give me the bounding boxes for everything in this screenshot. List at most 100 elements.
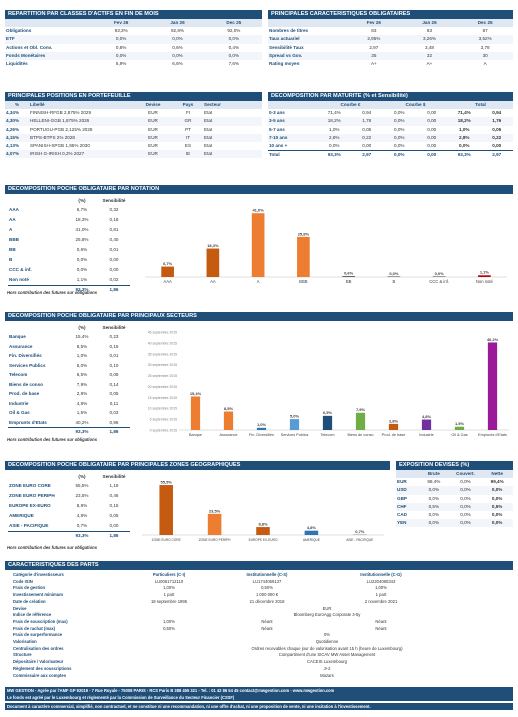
parts-value: 1 part <box>163 592 175 598</box>
position-row: 4,30% HELLENI-GGB 1,875% 2026 EUR GR Etat <box>5 117 262 126</box>
parts-key: Structure <box>13 652 32 658</box>
position-row: 4,07% IRISH G-IRISH 0,2% 2027 EUR IE Etat <box>5 150 262 159</box>
data-label: 2,8% <box>389 418 399 423</box>
col-header: Dec 25 <box>457 19 513 28</box>
devises-row: YEN 0,0% 0,0% 0,0% <box>396 519 513 528</box>
row-pct: 15,4% <box>75 334 89 340</box>
cell-value: 99,4% <box>427 479 441 485</box>
row-sens: 0,02 <box>109 277 119 283</box>
parts-value: EUR <box>322 605 332 611</box>
category-label: Oil & Gas <box>451 433 467 437</box>
category-label: A <box>257 279 260 284</box>
data-label: 40,2% <box>487 337 499 342</box>
row-pct: 2,8% <box>76 391 88 397</box>
cell-value: 92,0% <box>227 28 241 34</box>
cell-value: 0,00 <box>427 126 437 132</box>
row-label: GBP <box>397 495 407 501</box>
secteurs-row: Fin. Diversifiés 1,0% 0,01 <box>8 351 130 361</box>
repartition-row: Actions et Obl. Conv. 0,8% 0,6% 0,4% <box>5 44 262 52</box>
bar <box>223 411 234 430</box>
y-tick-label: 15 septembre 2015 <box>148 396 177 400</box>
parts-value: 0,50% <box>261 585 273 591</box>
row-pct: 6,5% <box>76 372 88 378</box>
position-pct: 4,30% <box>5 117 29 126</box>
row-sens: 0,00 <box>109 267 119 273</box>
bar <box>388 423 399 430</box>
row-pct: 4,8% <box>76 400 88 406</box>
row-label: CAD <box>397 512 407 518</box>
cell-value: 0,0% <box>481 486 513 495</box>
col-header: Brute <box>418 470 450 479</box>
row-label: Total <box>268 149 318 159</box>
data-label: 55,5% <box>161 479 173 484</box>
parts-row: Date de création 18 septembre 1995 21 déce… <box>13 599 513 604</box>
position-devise: EUR <box>148 126 158 132</box>
parts-key: Commissaire aux comptes <box>13 672 67 678</box>
row-label: YEN <box>396 519 418 528</box>
col-header <box>5 19 93 28</box>
secteurs-table: (%) Sensibilité Banque 15,4% 0,23 Assurance 8,… <box>8 324 130 437</box>
cell-value: 93,3% <box>448 149 481 159</box>
maturite-title: DECOMPOSITION PAR MATURITE (% et Sensibi… <box>268 92 513 101</box>
parts-key: Devise <box>13 605 27 611</box>
notation-chart: 6,7% AAA 18,3% AA 41,0% A 25,8% BBB 0,6% BB 0,0% B 0… <box>145 208 507 284</box>
parts-value: Mazars <box>320 672 334 678</box>
cell-value: 3,26% <box>401 35 458 44</box>
y-tick-label: 40 septembre 2015 <box>148 341 177 345</box>
zones-title: DECOMPOSITION POCHE OBLIGATAIRE PAR PRIN… <box>5 461 390 470</box>
row-sens: 0,05 <box>109 391 119 397</box>
header-row: (%) Sensibilité <box>8 324 130 332</box>
y-tick-label: 30 septembre 2015 <box>148 363 177 367</box>
row-pct: 4,8% <box>76 513 88 519</box>
parts-value: 1 000 000 € <box>255 592 279 598</box>
row-sens: 0,08 <box>109 372 119 378</box>
row-pct: 0,0% <box>76 257 88 263</box>
bar <box>159 485 173 535</box>
caracteristiques-oblig-panel: PRINCIPALES CARACTERISTIQUES OBLIGATAIRE… <box>268 10 513 68</box>
data-label: 25,8% <box>298 231 310 236</box>
col-header <box>268 101 318 110</box>
data-label: 23,5% <box>209 508 221 513</box>
row-label: EUROPE EX-EURO <box>9 503 51 509</box>
cell-value: 93,3% <box>318 149 351 159</box>
row-pct: 23,5% <box>75 493 89 499</box>
col-header: Total <box>448 101 513 110</box>
cell-value: 1,76 <box>480 117 513 126</box>
maturite-table: Courbe € Courbe $ Total 0-3 ans 71,4% 0,94… <box>268 101 513 159</box>
row-pct: 0,0% <box>76 267 88 273</box>
notation-row: BB 0,6% 0,01 <box>8 245 130 255</box>
footer-line-2: Le fonds est agréé par le Luxembourg et … <box>5 694 513 701</box>
position-devise: EUR <box>133 117 173 126</box>
zones-note: Hors contribution des futures sur obliga… <box>7 545 98 550</box>
parts-value: Ordres recevables chaque jour de valoris… <box>251 645 403 651</box>
row-label: AA <box>9 217 16 223</box>
cell-value: 0,0% <box>394 142 405 148</box>
row-label: AMERIQUE <box>9 513 34 519</box>
parts-key: Valorisation <box>13 639 37 644</box>
position-secteur: Etat <box>203 150 262 159</box>
position-libelle: BTPS-BTPS 2% 2028 <box>29 133 133 142</box>
repartition-row: ETF 0,0% 0,0% 0,0% <box>5 35 262 44</box>
y-tick-label: 10 septembre 2015 <box>148 407 177 411</box>
notation-note: Hors contribution des futures sur obliga… <box>7 290 98 295</box>
position-row: 4,34% FINNISH-RFGB 2,875% 2029 EUR FI Etat <box>5 109 262 117</box>
row-label: CHF <box>396 502 418 511</box>
row-label: Rating moyen <box>269 61 300 67</box>
category-label: ZONE EURO PERIPH <box>199 538 231 542</box>
row-sens: 0,23 <box>109 334 119 340</box>
cell-value: A+ <box>370 61 377 67</box>
caracteristiques-row: Spread vs Gov. 35 32 30 <box>268 51 513 60</box>
cell-value: 0,0% <box>449 502 482 511</box>
devises-title: EXPOSITION DEVISES (%) <box>396 461 513 470</box>
cell-value: 0,05 <box>492 126 502 132</box>
row-pct: 6,7% <box>76 207 88 213</box>
row-sens: 0,03 <box>109 410 119 416</box>
cell-value: 0,0% <box>149 51 206 60</box>
category-label: BBB <box>299 279 308 284</box>
cell-value: 2,97 <box>369 44 379 50</box>
row-pct: 0,6% <box>76 247 88 253</box>
secteurs-row: Biens de conso 7,9% 0,14 <box>8 380 130 390</box>
cell-value: 0,94 <box>492 110 502 116</box>
row-sens: 0,81 <box>109 227 119 233</box>
category-label: Industrie <box>419 433 434 437</box>
